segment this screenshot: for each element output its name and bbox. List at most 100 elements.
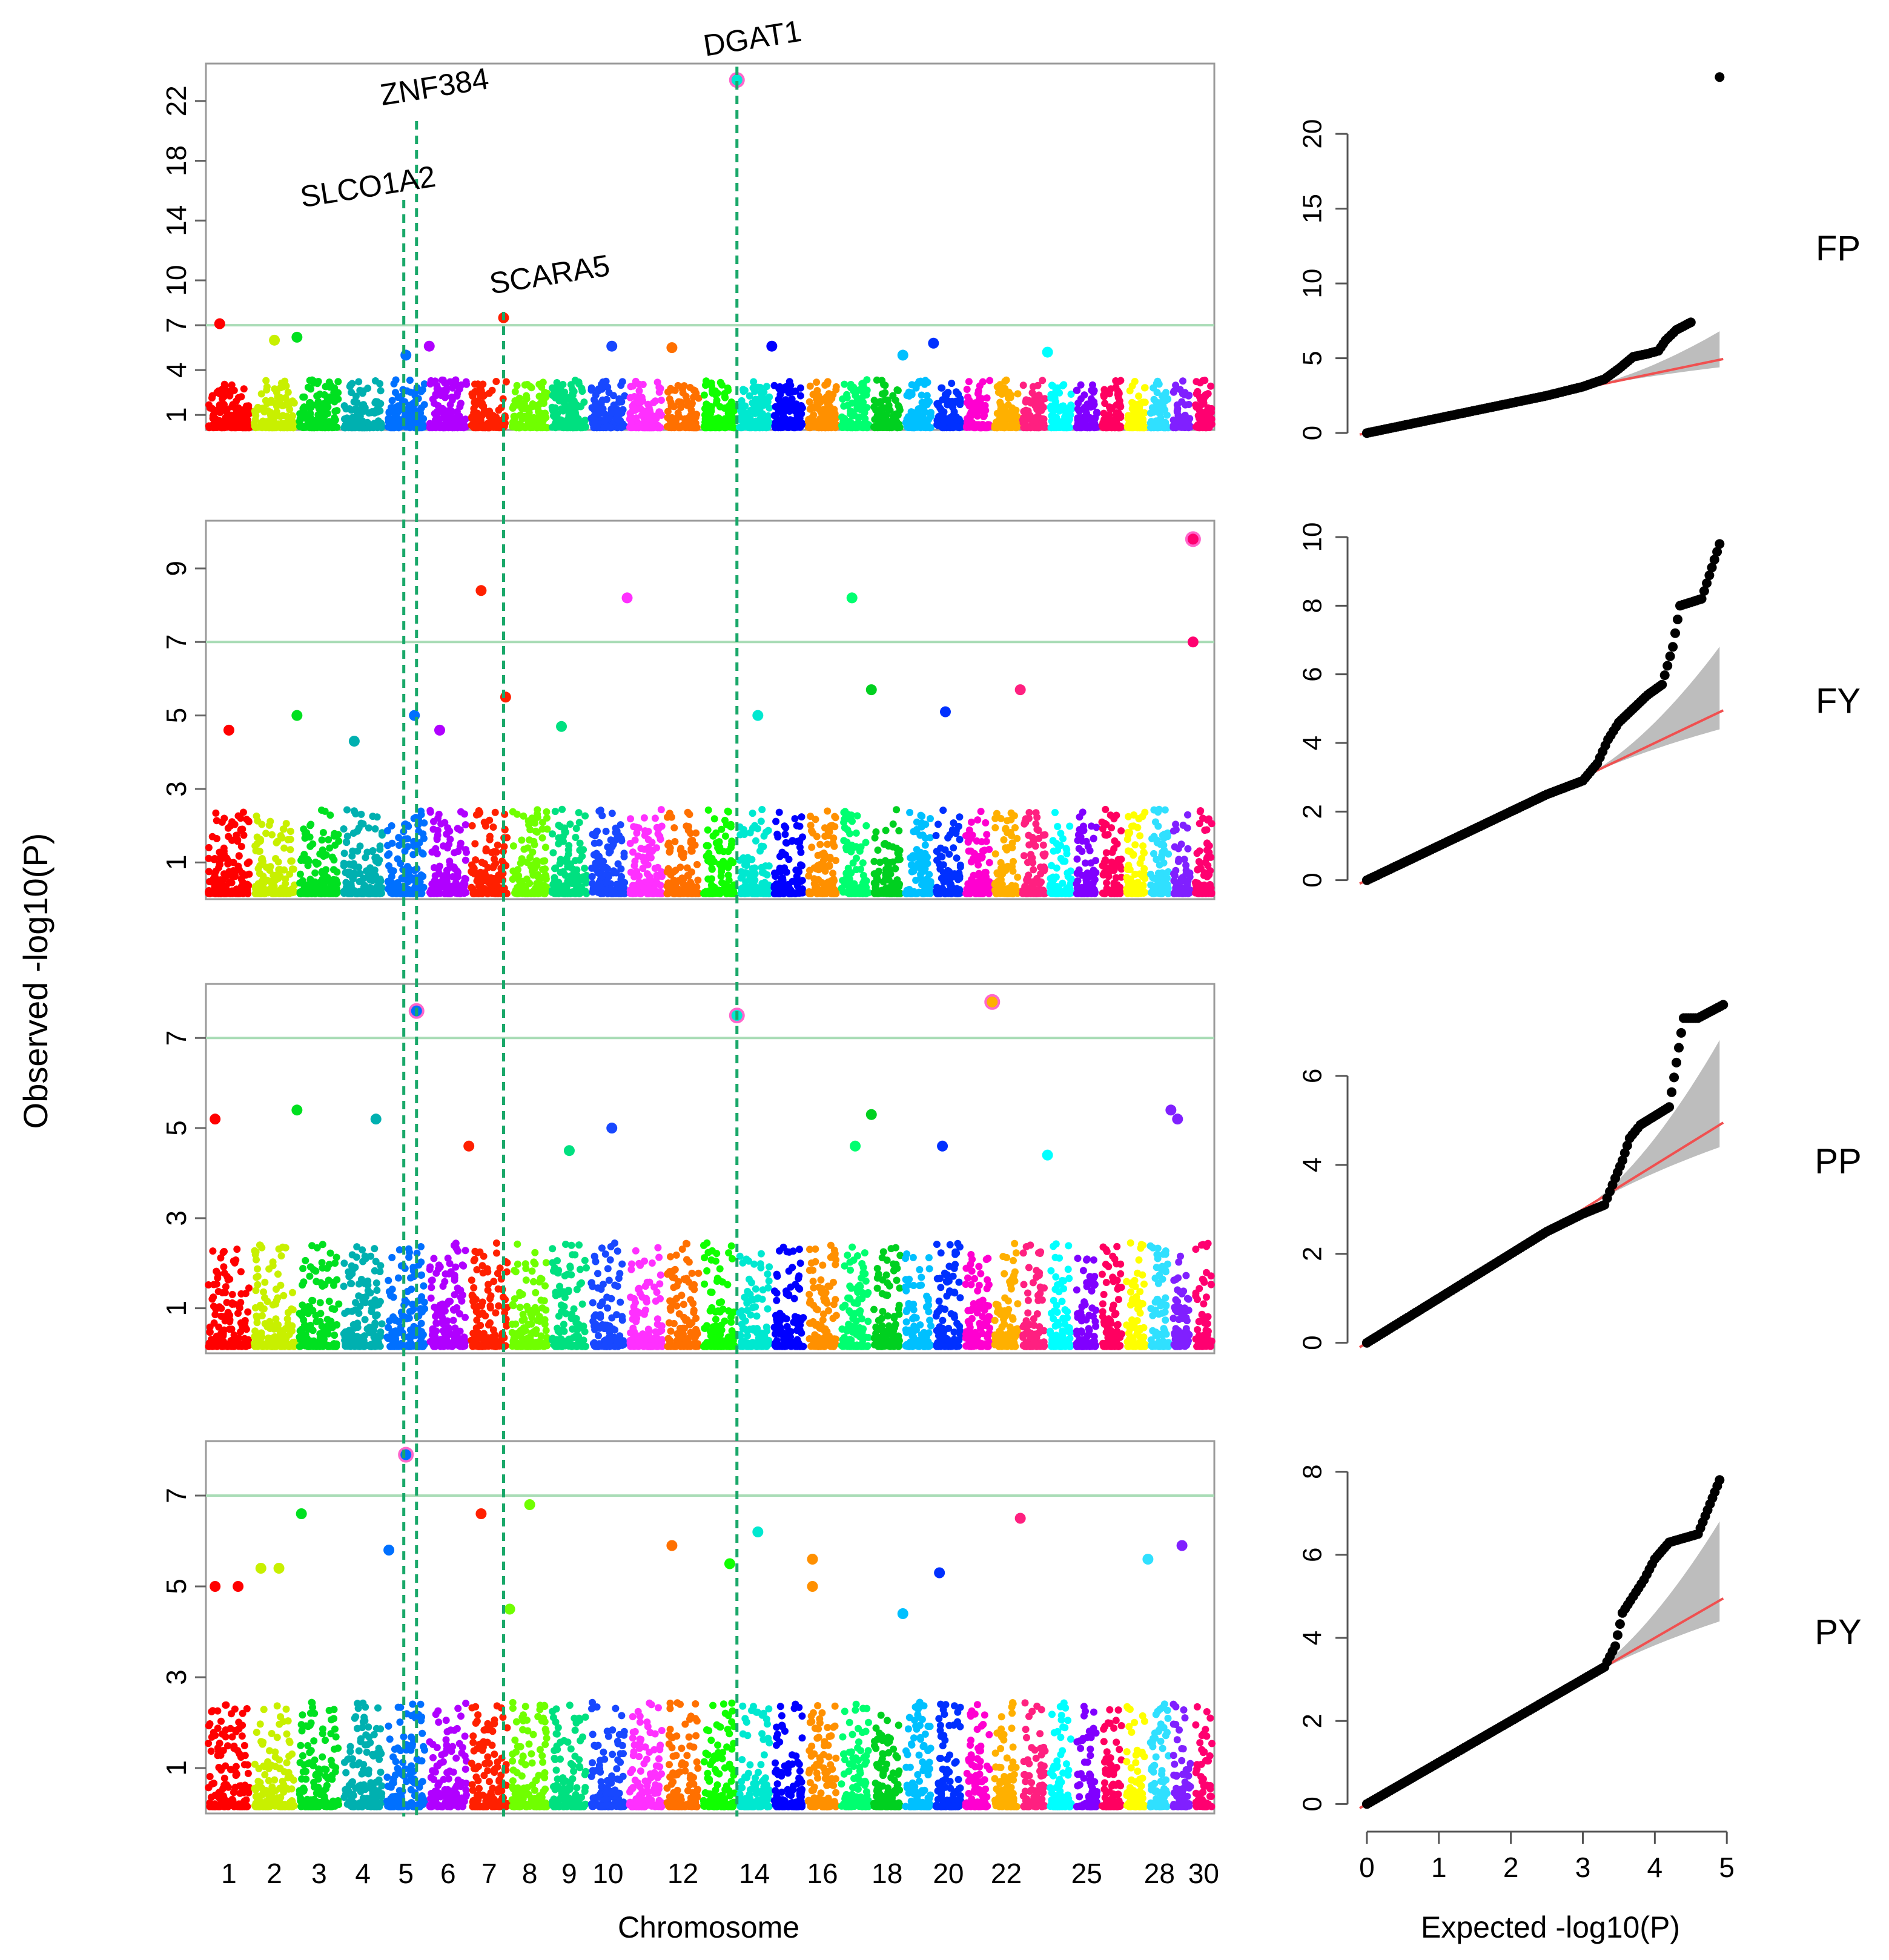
snp-point [299, 393, 307, 401]
snp-point [1162, 424, 1169, 432]
snp-point [592, 850, 600, 857]
snp-point [1185, 391, 1193, 399]
snp-point [757, 397, 765, 404]
snp-point [333, 868, 341, 876]
snp-point [806, 398, 813, 406]
snp-point [775, 808, 783, 816]
snp-point [938, 384, 946, 392]
snp-point [709, 889, 716, 897]
snp-point [371, 377, 379, 384]
snp-point [480, 409, 488, 417]
snp-point [717, 873, 725, 880]
snp-point [993, 383, 1001, 391]
snp-point [564, 846, 572, 854]
snp-point [426, 420, 434, 427]
snp-point [349, 830, 357, 837]
snp-point [463, 848, 470, 856]
snp-point [237, 393, 245, 401]
snp-point [458, 423, 466, 431]
snp-point [319, 846, 326, 854]
y-tick-label: 14 [160, 205, 192, 236]
snp-point [481, 869, 489, 877]
snp-point [367, 876, 375, 883]
snp-point [638, 394, 646, 401]
snp-point [286, 870, 294, 878]
snp-point [700, 391, 708, 399]
snp-point [1034, 381, 1042, 389]
snp-point [340, 888, 348, 896]
snp-point [634, 852, 642, 860]
snp-point [318, 836, 326, 844]
snp-point [480, 392, 488, 400]
snp-point [535, 415, 543, 423]
snp-point [533, 828, 541, 836]
snp-point [269, 879, 277, 886]
snp-point [640, 857, 648, 865]
snp-point [290, 888, 298, 896]
snp-point [440, 410, 448, 418]
snp-point [592, 829, 600, 837]
snp-point [641, 831, 649, 839]
snp-point [523, 381, 531, 388]
snp-point [650, 417, 658, 424]
snp-point [306, 398, 314, 406]
snp-point [518, 836, 526, 844]
snp-point [220, 380, 228, 388]
snp-point [1182, 401, 1189, 409]
snp-point [1179, 377, 1186, 385]
snp-point [534, 813, 541, 821]
snp-point [317, 424, 325, 432]
snp-point [632, 414, 640, 422]
snp-point [853, 397, 861, 405]
snp-point [1179, 390, 1186, 398]
snp-point [657, 806, 665, 814]
peak-point [666, 342, 678, 354]
snp-point [815, 392, 822, 400]
snp-point [236, 866, 243, 874]
snp-point [478, 402, 486, 410]
snp-point [448, 882, 455, 890]
snp-point [728, 404, 736, 412]
snp-point [741, 386, 749, 394]
snp-point [242, 424, 250, 432]
snp-point [577, 403, 585, 411]
snp-point [1156, 419, 1163, 427]
snp-point [446, 378, 454, 386]
snp-point [572, 834, 580, 841]
snp-point [277, 395, 284, 403]
snp-point [276, 866, 284, 874]
snp-point [1107, 385, 1115, 393]
snp-point [437, 421, 445, 429]
snp-point [772, 403, 779, 411]
snp-point [346, 880, 354, 888]
snp-point [617, 876, 625, 883]
snp-point [434, 814, 442, 822]
snp-point [420, 819, 428, 827]
snp-point [913, 415, 921, 422]
snp-point [704, 875, 712, 883]
snp-point [805, 415, 813, 423]
snp-point [688, 400, 696, 408]
snp-point [366, 424, 374, 432]
snp-point [231, 873, 239, 880]
snp-point [369, 813, 377, 820]
snp-point [575, 889, 583, 897]
snp-point [534, 422, 542, 430]
snp-point [948, 380, 956, 388]
snp-point [843, 394, 851, 401]
snp-point [304, 383, 312, 391]
snp-point [472, 856, 480, 864]
snp-point [797, 402, 805, 409]
y-tick-label: 7 [160, 634, 192, 650]
snp-point [627, 815, 634, 823]
snp-point [1132, 423, 1140, 431]
snp-point [340, 825, 348, 833]
snp-point [704, 857, 712, 865]
snp-point [617, 381, 625, 389]
snp-point [933, 417, 941, 424]
snp-point [384, 842, 391, 850]
snp-point [763, 828, 770, 836]
snp-point [434, 888, 442, 896]
snp-point [559, 381, 567, 388]
snp-point [652, 397, 660, 405]
